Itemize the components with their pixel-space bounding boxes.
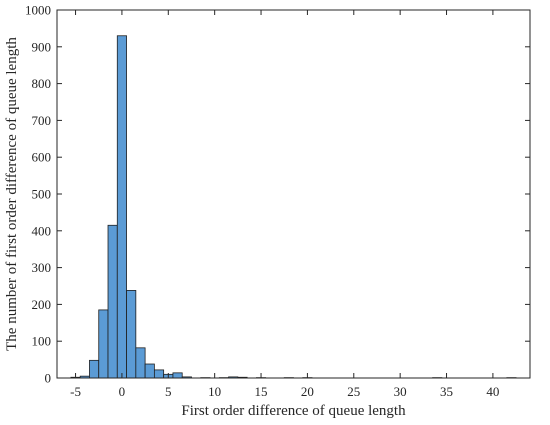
x-tick-label: 40 [486, 384, 499, 399]
histogram-bar [144, 363, 155, 379]
x-tick-label: 25 [347, 384, 360, 399]
y-tick-label: 400 [32, 223, 52, 238]
x-axis-ticks: -5 0 5 10 15 20 25 30 35 40 [70, 10, 499, 399]
y-tick-label: 0 [45, 371, 52, 386]
y-tick-label: 300 [32, 260, 52, 275]
x-tick-label: 10 [208, 384, 221, 399]
histogram-bar [98, 309, 109, 379]
x-tick-label: 20 [301, 384, 314, 399]
y-tick-label: 200 [32, 297, 52, 312]
y-axis-ticks: 0 100 200 300 400 500 600 700 800 900 1000 [25, 3, 530, 386]
histogram-bar [116, 35, 127, 379]
bars-group [70, 35, 517, 379]
y-tick-label: 800 [32, 76, 52, 91]
histogram-bar [172, 372, 183, 379]
x-tick-label: 30 [394, 384, 407, 399]
x-tick-label: 35 [440, 384, 453, 399]
y-tick-label: 1000 [25, 3, 51, 18]
y-axis-label: The number of first order difference of … [4, 37, 20, 351]
y-tick-label: 500 [32, 187, 52, 202]
histogram-bar [89, 359, 100, 379]
y-tick-label: 900 [32, 39, 52, 54]
y-tick-label: 100 [32, 334, 52, 349]
x-tick-label: 15 [255, 384, 268, 399]
y-tick-label: 600 [32, 150, 52, 165]
histogram-bar [126, 290, 137, 379]
x-tick-label: 5 [165, 384, 172, 399]
histogram-bar [107, 224, 118, 379]
y-tick-label: 700 [32, 113, 52, 128]
x-axis-label: First order difference of queue length [181, 403, 406, 419]
x-tick-label: -5 [70, 384, 81, 399]
x-tick-label: 0 [119, 384, 126, 399]
histogram-bar [153, 369, 165, 379]
histogram-bar [135, 347, 146, 379]
